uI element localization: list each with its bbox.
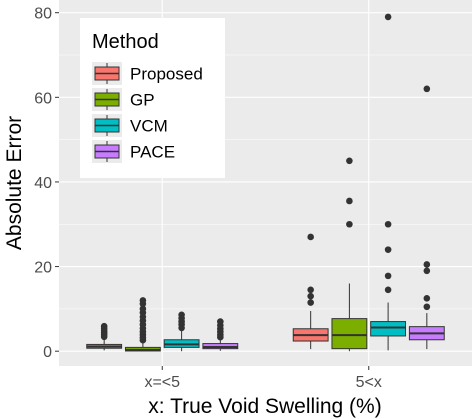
legend-items: Proposed GP VCM PACE — [92, 62, 203, 163]
x-tick-label: 5<x — [356, 374, 382, 391]
outlier-point — [384, 286, 392, 294]
legend-label: VCM — [130, 117, 168, 136]
legend-item-gp: GP — [92, 88, 155, 111]
legend-label: Proposed — [130, 65, 203, 84]
legend-label: PACE — [130, 143, 175, 162]
outlier-point — [384, 13, 392, 21]
outlier-point — [384, 272, 392, 280]
outlier-point — [100, 322, 108, 330]
outlier-point — [346, 220, 353, 228]
y-tick-label: 60 — [34, 90, 52, 107]
legend-item-pace: PACE — [92, 140, 175, 163]
outlier-point — [307, 233, 314, 241]
y-tick-label: 0 — [43, 344, 52, 361]
box-gp-1 — [124, 297, 161, 352]
box-body — [331, 318, 368, 350]
box-vcm-2 — [370, 13, 407, 351]
outlier-point — [307, 299, 314, 306]
legend-item-vcm: VCM — [92, 114, 168, 137]
legend: Method Proposed GP VCM PACE — [80, 18, 225, 178]
outlier-point — [217, 318, 224, 325]
outlier-point — [307, 292, 314, 300]
y-tick-label: 20 — [34, 260, 52, 277]
box-vcm-1 — [163, 311, 200, 352]
outlier-point — [423, 267, 431, 275]
outlier-point — [423, 85, 431, 93]
box-gp-2 — [331, 157, 368, 352]
box-proposed-2 — [292, 233, 329, 350]
y-axis: 0 20 40 60 80 — [34, 6, 59, 361]
outlier-point — [423, 261, 431, 268]
outlier-point — [384, 246, 392, 253]
box-body — [370, 321, 407, 337]
box-pace-2 — [408, 85, 445, 350]
outlier-point — [423, 303, 431, 311]
y-tick-label: 40 — [34, 175, 52, 192]
legend-title: Method — [92, 31, 159, 53]
x-axis: x=<5 5<x — [144, 366, 382, 391]
x-tick-label: x=<5 — [144, 374, 180, 391]
y-tick-label: 80 — [34, 6, 52, 23]
outlier-point — [139, 305, 147, 313]
outlier-point — [346, 197, 353, 205]
y-axis-title: Absolute Error — [3, 116, 26, 250]
box-series — [86, 13, 445, 352]
box-pace-1 — [202, 318, 239, 351]
legend-item-proposed: Proposed — [92, 62, 203, 85]
outlier-point — [423, 295, 431, 302]
x-axis-title: x: True Void Swelling (%) — [148, 395, 381, 418]
outlier-point — [307, 286, 314, 294]
box-proposed-1 — [86, 322, 123, 351]
outlier-point — [178, 311, 185, 319]
outlier-point — [139, 297, 147, 304]
outlier-point — [346, 157, 353, 165]
legend-label: GP — [130, 91, 155, 110]
outlier-point — [384, 220, 392, 228]
